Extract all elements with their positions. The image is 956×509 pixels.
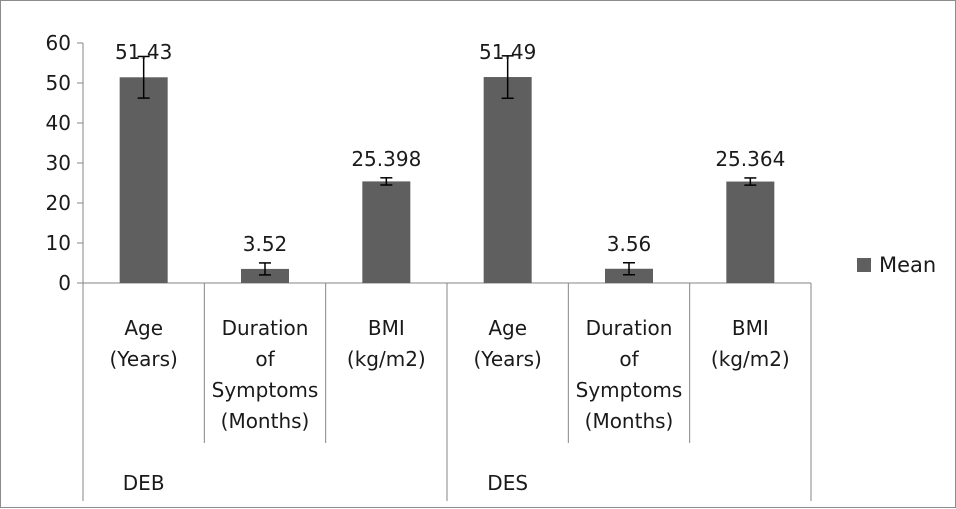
data-label: 25.398 [351, 147, 421, 171]
group-label: DES [487, 471, 528, 495]
y-tick-label: 30 [46, 151, 71, 175]
category-label: Age [488, 316, 527, 340]
category-label: (Months) [585, 409, 674, 433]
bars: 51.43 3.52 25.398 51.49 3.56 25.364 [115, 40, 785, 283]
group-label: DEB [123, 471, 165, 495]
category-label: Duration [586, 316, 673, 340]
category-label: Duration [222, 316, 309, 340]
legend-swatch-mean [857, 258, 871, 272]
data-label: 3.52 [243, 232, 288, 256]
category-label: Symptoms [212, 378, 319, 402]
x-categories: Age (Years) Duration of Symptoms (Months) BMI (… [82, 283, 812, 501]
category-label: BMI [732, 316, 769, 340]
bar [362, 181, 411, 283]
data-label: 25.364 [715, 147, 785, 171]
bar [483, 77, 532, 283]
category-label: Age [124, 316, 163, 340]
category-label: Symptoms [576, 378, 683, 402]
y-tick-label: 10 [46, 231, 71, 255]
y-tick-label: 50 [46, 71, 71, 95]
y-tick-label: 20 [46, 191, 71, 215]
y-tick-label: 40 [46, 111, 71, 135]
category-label: of [619, 347, 639, 371]
category-label: BMI [368, 316, 405, 340]
y-ticks: 0 10 20 30 40 50 60 [46, 31, 83, 295]
category-label: (kg/m2) [347, 347, 426, 371]
legend-label-mean: Mean [879, 253, 936, 277]
bar [119, 77, 168, 283]
bar [241, 268, 289, 283]
bar [605, 268, 653, 283]
category-label: (Years) [109, 347, 177, 371]
data-label: 3.56 [607, 232, 652, 256]
data-label: 51.43 [115, 40, 172, 64]
legend: Mean [857, 253, 936, 277]
category-label: of [255, 347, 275, 371]
category-label: (kg/m2) [711, 347, 790, 371]
y-tick-label: 0 [58, 271, 71, 295]
category-label: (Months) [221, 409, 310, 433]
y-tick-label: 60 [46, 31, 71, 55]
data-label: 51.49 [479, 40, 536, 64]
bar [726, 181, 775, 283]
category-label: (Years) [473, 347, 541, 371]
